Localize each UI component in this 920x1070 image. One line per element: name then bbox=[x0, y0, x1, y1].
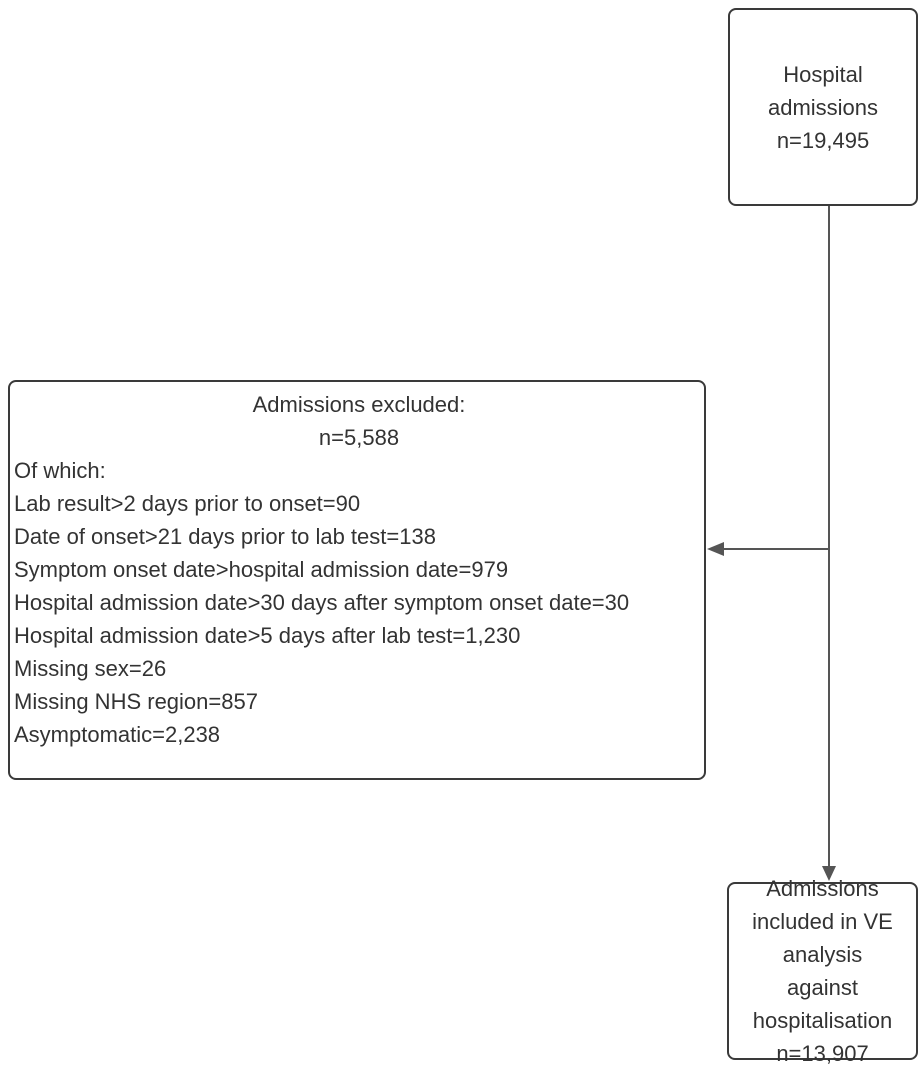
node-text: Admissions bbox=[766, 876, 879, 901]
arrow-head bbox=[822, 866, 836, 881]
node-item: Date of onset>21 days prior to lab test=… bbox=[14, 524, 436, 549]
node-item: Missing NHS region=857 bbox=[14, 689, 258, 714]
node-text: n=19,495 bbox=[776, 127, 870, 153]
node-item: Lab result>2 days prior to onset=90 bbox=[14, 491, 361, 516]
node-text: against bbox=[787, 975, 858, 1000]
node-text: analysis bbox=[782, 942, 863, 967]
node-item: Hospital admission date>30 days after sy… bbox=[14, 590, 630, 615]
node-hospital-admissions: Hospital admissions n=19,495 bbox=[728, 8, 918, 206]
node-item: Missing sex=26 bbox=[14, 656, 167, 681]
node-item: Symptom onset date>hospital admission da… bbox=[14, 557, 509, 582]
node-excluded: Admissions excluded: n=5,588 Of which: Lab … bbox=[8, 380, 706, 780]
node-included: Admissions included in VE analysis against h… bbox=[727, 876, 918, 1066]
node-text: included in VE bbox=[752, 909, 893, 934]
node-item: Asymptomatic=2,238 bbox=[14, 722, 221, 747]
node-text: Hospital bbox=[783, 61, 863, 87]
node-heading: n=5,588 bbox=[318, 425, 400, 450]
node-heading: Admissions excluded: bbox=[252, 392, 466, 417]
node-text: admissions bbox=[767, 94, 879, 120]
node-item: Of which: bbox=[14, 458, 106, 483]
node-item: Hospital admission date>5 days after lab… bbox=[14, 623, 521, 648]
node-text: hospitalisation bbox=[752, 1008, 893, 1033]
node-text: n=13,907 bbox=[776, 1041, 869, 1066]
arrow-head bbox=[707, 542, 724, 556]
